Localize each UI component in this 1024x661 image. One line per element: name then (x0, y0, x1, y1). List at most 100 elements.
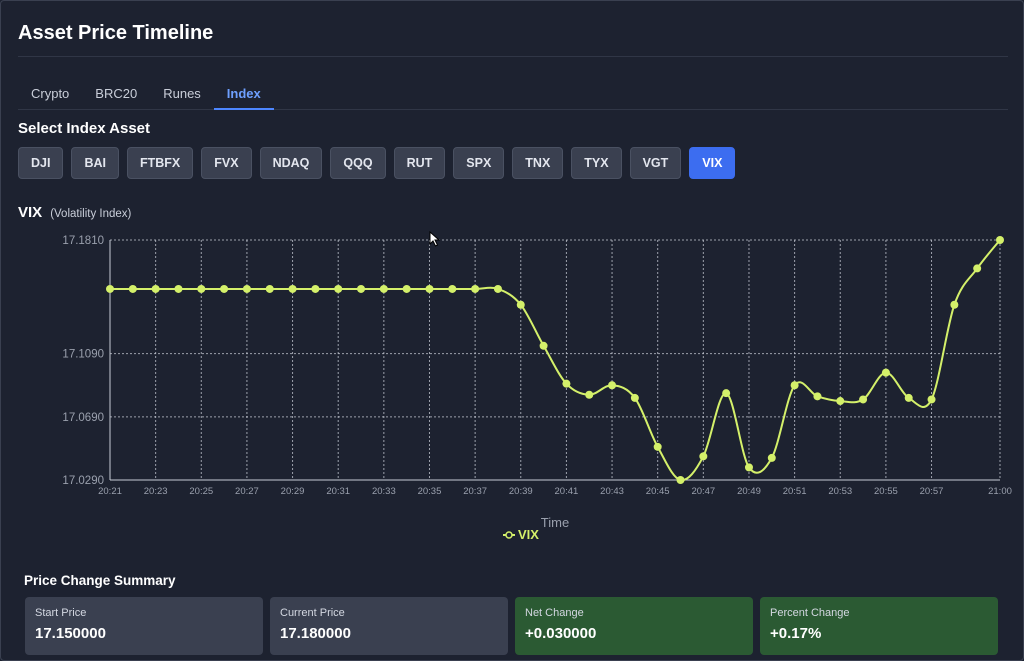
x-tick-label: 20:39 (509, 486, 533, 497)
data-point (722, 389, 731, 398)
legend-swatch-marker (505, 531, 513, 539)
x-tick-label: 20:21 (98, 486, 122, 497)
data-point (904, 393, 913, 402)
page-title: Asset Price Timeline (18, 22, 214, 44)
chart-header: VIX (Volatility Index) (18, 204, 131, 221)
price-change-summary-title: Price Change Summary (24, 573, 176, 588)
x-tick-label: 20:41 (555, 486, 579, 497)
asset-button-fvx[interactable]: FVX (201, 147, 252, 179)
current-price-label: Current Price (280, 607, 345, 619)
tab-runes[interactable]: Runes (163, 86, 201, 101)
tab-crypto[interactable]: Crypto (31, 86, 70, 101)
y-tick-label: 17.0290 (62, 475, 104, 487)
asset-button-tnx[interactable]: TNX (512, 147, 564, 179)
x-tick-label: 20:25 (189, 486, 213, 497)
data-point (539, 341, 548, 350)
asset-button-vgt[interactable]: VGT (629, 147, 682, 179)
data-point (562, 379, 571, 388)
data-point (927, 395, 936, 404)
x-tick-label: 20:35 (418, 486, 442, 497)
chart-symbol: VIX (18, 204, 43, 221)
select-index-asset-label: Select Index Asset (18, 120, 151, 137)
data-point (950, 300, 959, 309)
summary-cards: Start Price 17.150000 Current Price 17.1… (25, 597, 998, 655)
x-tick-label: 20:37 (463, 486, 487, 497)
data-point (379, 284, 388, 293)
data-point (996, 236, 1004, 244)
series-line-vix (110, 239, 1001, 482)
data-point (334, 284, 343, 293)
data-point (242, 284, 251, 293)
data-point (881, 368, 890, 377)
mouse-cursor-icon (429, 231, 441, 247)
data-point (676, 476, 685, 484)
tab-index[interactable]: Index (213, 78, 274, 110)
data-point (151, 284, 160, 293)
data-point (973, 264, 982, 273)
legend-label-vix: VIX (518, 527, 539, 542)
data-point (128, 284, 137, 293)
data-point (699, 452, 708, 461)
asset-button-ftbfx[interactable]: FTBFX (126, 147, 194, 179)
x-tick-label: 20:33 (372, 486, 396, 497)
x-tick-label: 20:57 (920, 486, 944, 497)
net-change-label: Net Change (525, 607, 584, 619)
title-divider (18, 56, 1008, 57)
start-price-card: Start Price 17.150000 (25, 597, 263, 655)
data-point (448, 284, 457, 293)
x-tick-label: 20:31 (326, 486, 350, 497)
data-point (859, 395, 868, 404)
data-point (220, 284, 229, 293)
percent-change-value: +0.17% (770, 625, 822, 642)
start-price-value: 17.150000 (35, 625, 106, 642)
tab-brc20[interactable]: BRC20 (95, 86, 138, 101)
x-tick-label: 20:29 (281, 486, 305, 497)
x-tick-label: 20:45 (646, 486, 670, 497)
data-point (744, 463, 753, 472)
asset-button-rut[interactable]: RUT (393, 147, 446, 179)
asset-button-vix[interactable]: VIX (689, 147, 736, 179)
x-tick-label: 21:00 (988, 486, 1012, 497)
data-point (471, 284, 480, 293)
data-point (493, 284, 502, 293)
data-point (425, 284, 434, 293)
asset-button-bai[interactable]: BAI (71, 147, 119, 179)
data-point (265, 284, 274, 293)
data-point (608, 381, 617, 390)
asset-button-qqq[interactable]: QQQ (330, 147, 386, 179)
data-point (767, 453, 776, 462)
y-tick-label: 17.1090 (62, 349, 104, 361)
asset-button-dji[interactable]: DJI (18, 147, 64, 179)
data-point (357, 284, 366, 293)
data-point (311, 284, 320, 293)
data-point (402, 284, 411, 293)
x-axis-label: Time (541, 515, 569, 530)
x-tick-label: 20:53 (828, 486, 852, 497)
data-point (790, 381, 799, 390)
asset-button-tyx[interactable]: TYX (571, 147, 622, 179)
x-tick-label: 20:23 (144, 486, 168, 497)
y-tick-label: 17.1810 (62, 235, 104, 247)
data-point (174, 284, 183, 293)
data-point (106, 284, 114, 293)
data-point (630, 393, 639, 402)
net-change-value: +0.030000 (525, 625, 597, 642)
data-point (653, 442, 662, 451)
current-price-value: 17.180000 (280, 625, 351, 642)
asset-button-row: DJI BAI FTBFX FVX NDAQ QQQ RUT SPX TNX T… (18, 147, 736, 179)
chart-asset-name: (Volatility Index) (50, 208, 132, 220)
asset-button-spx[interactable]: SPX (453, 147, 505, 179)
percent-change-card: Percent Change +0.17% (760, 597, 998, 655)
net-change-card: Net Change +0.030000 (515, 597, 753, 655)
x-tick-label: 20:27 (235, 486, 259, 497)
asset-button-ndaq[interactable]: NDAQ (259, 147, 323, 179)
x-tick-label: 20:43 (600, 486, 624, 497)
price-chart[interactable]: 20:21 20:23 20:25 20:27 20:29 20:31 20:33 20:35… (0, 225, 1024, 545)
data-point (836, 397, 845, 406)
current-price-card: Current Price 17.180000 (270, 597, 508, 655)
data-point (288, 284, 297, 293)
percent-change-label: Percent Change (770, 607, 850, 619)
data-point (585, 390, 594, 399)
category-tabs: Crypto BRC20 Runes Index (18, 78, 1008, 110)
start-price-label: Start Price (35, 607, 87, 619)
